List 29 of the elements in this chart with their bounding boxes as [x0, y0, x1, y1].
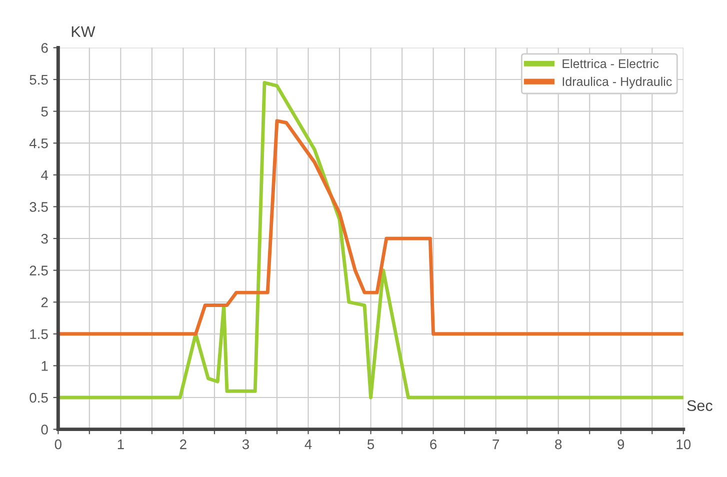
y-tick-label: 3: [41, 234, 48, 244]
y-tick-label: 1: [42, 361, 48, 371]
x-tick-label: 10: [676, 439, 691, 450]
x-tick-label: 7: [492, 440, 499, 450]
x-tick-label: 1: [118, 440, 124, 450]
x-tick-label: 2: [180, 439, 186, 450]
x-tick-label: 4: [304, 440, 312, 450]
x-tick-label: 9: [618, 439, 624, 450]
legend-label: Idraulica - Hydraulic: [562, 76, 672, 89]
y-tick-label: 1.5: [30, 329, 48, 340]
y-axis-title: KW: [72, 26, 96, 37]
x-tick-label: 0: [54, 439, 62, 450]
x-tick-label: 8: [555, 439, 562, 450]
legend-label: Elettrica - Electric: [562, 58, 659, 68]
y-tick-label: 2: [41, 297, 48, 308]
y-tick-label: 3.5: [30, 202, 48, 212]
x-tick-label: 3: [242, 439, 249, 450]
y-tick-label: 6: [41, 43, 48, 53]
y-tick-label: 0: [41, 424, 48, 434]
y-tick-label: 5.5: [30, 74, 48, 85]
x-tick-label: 5: [367, 440, 374, 450]
y-tick-label: 2.5: [30, 266, 48, 276]
y-tick-label: 4.5: [29, 138, 48, 148]
x-axis-title: Sec: [687, 400, 712, 412]
y-tick-label: 4: [41, 170, 48, 180]
y-tick-label: 5: [41, 106, 48, 116]
line-series: [58, 119, 684, 336]
x-tick-label: 6: [430, 439, 437, 450]
y-tick-label: 0.5: [30, 392, 48, 403]
